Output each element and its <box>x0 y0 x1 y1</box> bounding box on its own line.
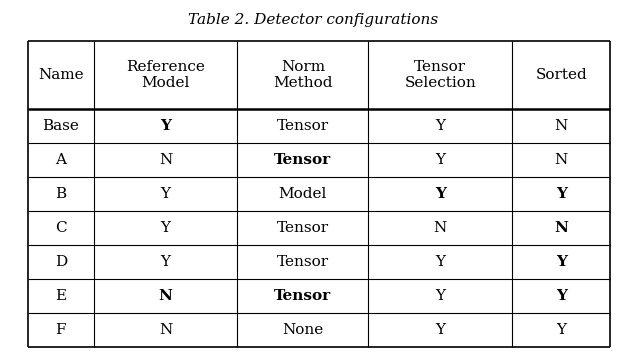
Text: Y: Y <box>160 119 171 133</box>
Text: Y: Y <box>556 255 567 269</box>
Text: B: B <box>55 187 66 201</box>
Text: N: N <box>555 119 568 133</box>
Text: Sorted: Sorted <box>535 68 587 82</box>
Text: Y: Y <box>557 323 567 337</box>
Text: N: N <box>555 153 568 167</box>
Text: Tensor: Tensor <box>277 119 329 133</box>
Text: N: N <box>158 289 173 303</box>
Text: Y: Y <box>435 323 445 337</box>
Text: None: None <box>282 323 324 337</box>
Text: A: A <box>55 153 66 167</box>
Text: Y: Y <box>435 119 445 133</box>
Text: Y: Y <box>160 221 170 235</box>
Text: Y: Y <box>556 289 567 303</box>
Text: Y: Y <box>435 153 445 167</box>
Text: C: C <box>55 221 67 235</box>
Text: Tensor: Tensor <box>277 255 329 269</box>
Text: N: N <box>159 323 172 337</box>
Text: Table 2. Detector configurations: Table 2. Detector configurations <box>188 13 438 26</box>
Text: Reference
Model: Reference Model <box>126 60 205 90</box>
Text: Tensor: Tensor <box>274 153 332 167</box>
Text: Norm
Method: Norm Method <box>273 60 332 90</box>
Text: Y: Y <box>556 187 567 201</box>
Text: Y: Y <box>435 289 445 303</box>
Text: N: N <box>159 153 172 167</box>
Text: Base: Base <box>43 119 80 133</box>
Text: N: N <box>555 221 568 235</box>
Text: D: D <box>54 255 67 269</box>
Text: N: N <box>434 221 447 235</box>
Text: Tensor
Selection: Tensor Selection <box>404 60 476 90</box>
Text: Name: Name <box>38 68 84 82</box>
Text: Model: Model <box>279 187 327 201</box>
Text: Y: Y <box>160 255 170 269</box>
Text: F: F <box>56 323 66 337</box>
Text: Tensor: Tensor <box>277 221 329 235</box>
Text: Tensor: Tensor <box>274 289 332 303</box>
Text: Y: Y <box>435 187 446 201</box>
Text: E: E <box>55 289 66 303</box>
Text: Y: Y <box>435 255 445 269</box>
Text: Y: Y <box>160 187 170 201</box>
